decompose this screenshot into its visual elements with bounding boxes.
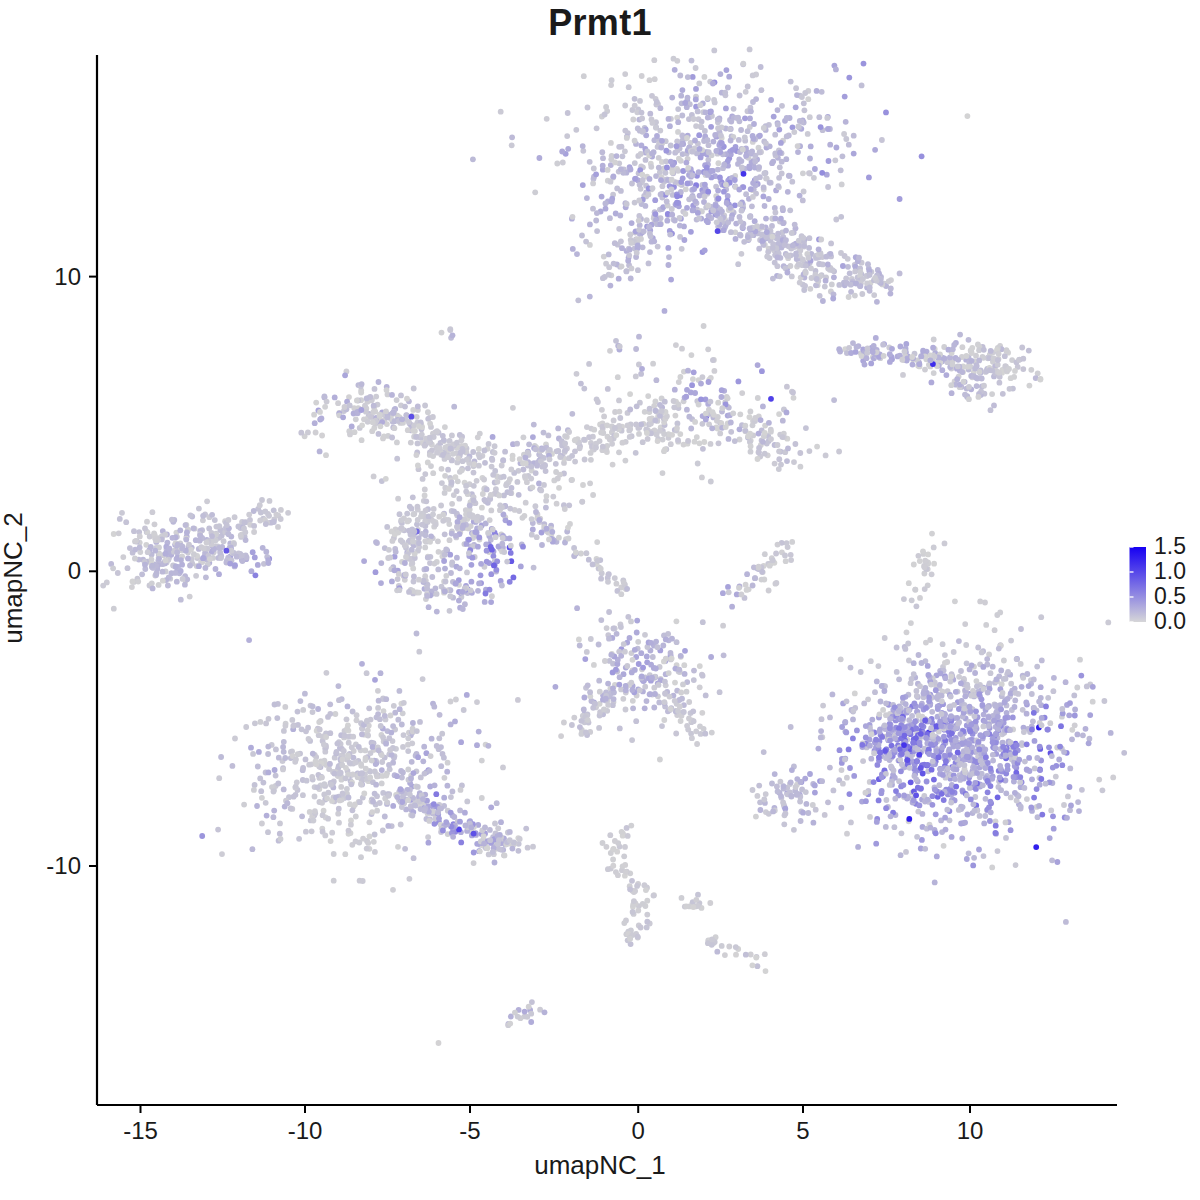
svg-text:-15: -15 (123, 1117, 158, 1144)
svg-text:0: 0 (68, 557, 81, 584)
svg-text:10: 10 (957, 1117, 984, 1144)
svg-text:1.0: 1.0 (1154, 558, 1186, 584)
svg-text:-5: -5 (459, 1117, 480, 1144)
svg-text:-10: -10 (46, 852, 81, 879)
svg-text:10: 10 (54, 263, 81, 290)
svg-text:0.5: 0.5 (1154, 583, 1186, 609)
svg-text:1.5: 1.5 (1154, 533, 1186, 559)
svg-text:5: 5 (796, 1117, 809, 1144)
svg-text:-10: -10 (288, 1117, 323, 1144)
svg-text:0.0: 0.0 (1154, 608, 1186, 634)
svg-text:0: 0 (632, 1117, 645, 1144)
